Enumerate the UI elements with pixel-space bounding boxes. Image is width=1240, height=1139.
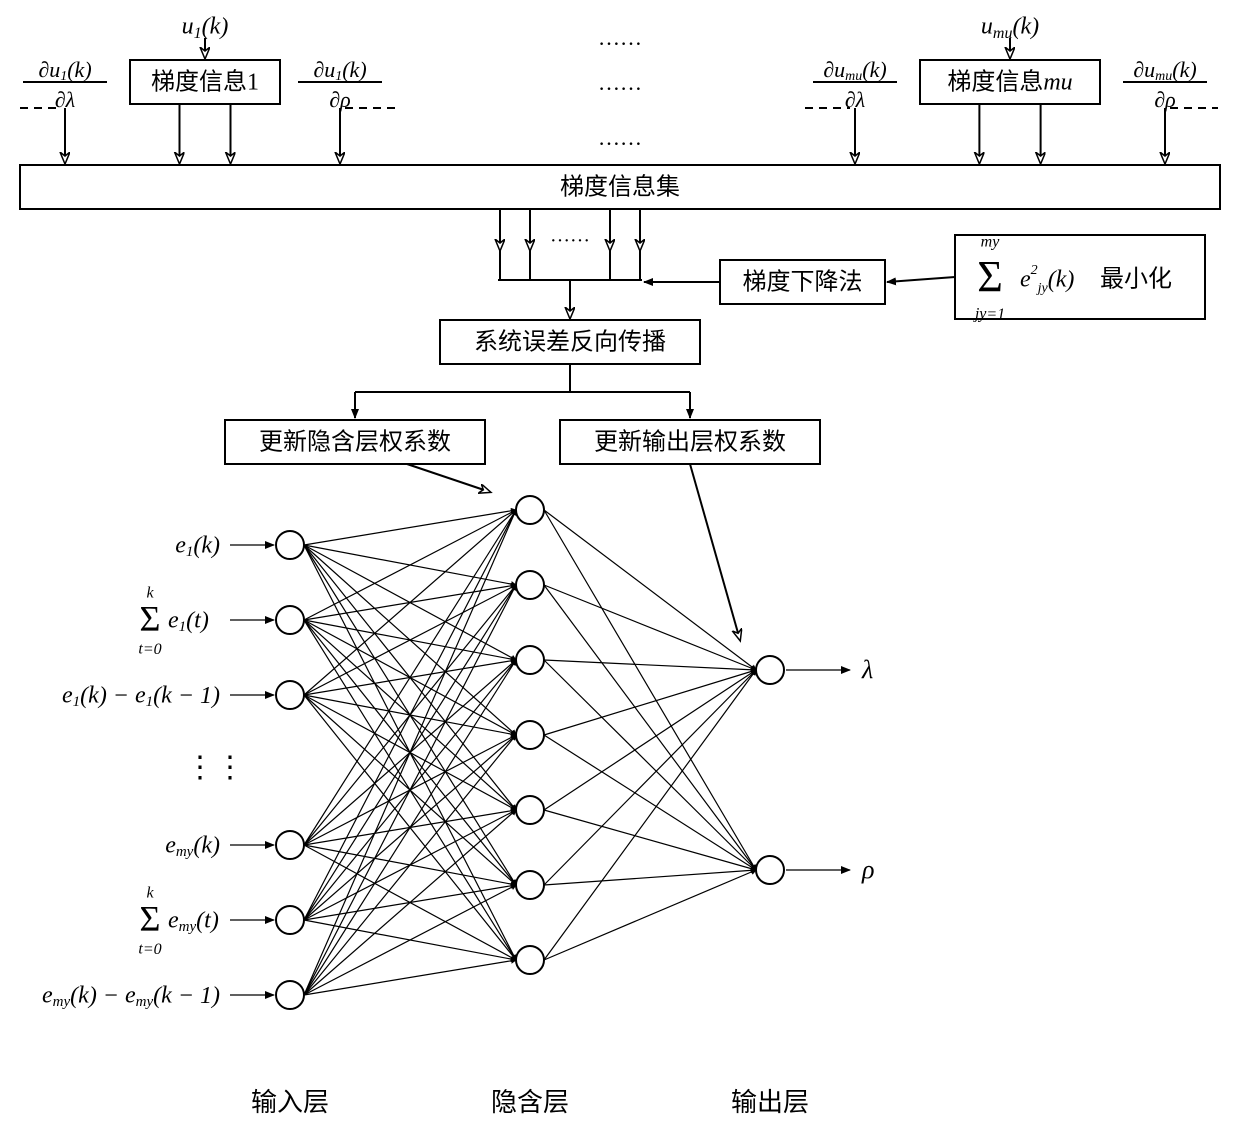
svg-text:∂u1(k): ∂u1(k) — [313, 57, 366, 84]
dots-row: …… — [550, 225, 590, 247]
input-node — [276, 681, 304, 709]
svg-text:e1(k): e1(k) — [175, 533, 220, 561]
output-node — [756, 856, 784, 884]
input-node — [276, 906, 304, 934]
gradient-info-mu-label: 梯度信息mu — [947, 69, 1072, 96]
output-node — [756, 656, 784, 684]
dots-row: …… — [598, 70, 642, 95]
svg-text:emy(k): emy(k) — [165, 833, 220, 861]
label: my — [981, 234, 1001, 251]
umu-input: umu(k) — [981, 14, 1039, 42]
gradient-set-label: 梯度信息集 — [560, 174, 680, 201]
u1-input: u1(k) — [182, 14, 229, 42]
output-label: ρ — [861, 855, 874, 884]
hidden-layer-label: 隐含层 — [491, 1088, 569, 1117]
dots-row: …… — [598, 25, 642, 50]
du1-dlambda: ∂u1(k)∂λ — [23, 57, 107, 112]
hidden-node — [516, 496, 544, 524]
svg-text:t=0: t=0 — [138, 641, 161, 658]
backprop-label: 系统误差反向传播 — [474, 329, 666, 356]
svg-text:emy(k) − emy(k − 1): emy(k) − emy(k − 1) — [42, 983, 220, 1011]
dots-row: …… — [598, 125, 642, 150]
update-output-label: 更新输出层权系数 — [594, 429, 786, 456]
update-hidden-label: 更新隐含层权系数 — [259, 429, 451, 456]
label: Σ — [140, 898, 161, 938]
hidden-node — [516, 796, 544, 824]
svg-text:e2jy(k): e2jy(k) — [1020, 263, 1074, 296]
hidden-node — [516, 571, 544, 599]
gradient-info-1-label: 梯度信息1 — [151, 69, 259, 96]
vdots: ⋮ — [215, 751, 245, 784]
hidden-node — [516, 721, 544, 749]
svg-text:e1(t): e1(t) — [168, 608, 209, 636]
input-node — [276, 606, 304, 634]
label: Σ — [977, 252, 1003, 301]
arrow — [407, 464, 490, 492]
svg-text:∂u1(k): ∂u1(k) — [38, 57, 91, 84]
hidden-node — [516, 646, 544, 674]
svg-text:jy=1: jy=1 — [973, 306, 1005, 323]
hidden-node — [516, 871, 544, 899]
vdots: ⋮ — [185, 751, 215, 784]
output-layer-label: 输出层 — [731, 1088, 809, 1117]
input-node — [276, 531, 304, 559]
label: Σ — [140, 598, 161, 638]
input-layer-label: 输入层 — [251, 1088, 329, 1117]
svg-text:∂umu(k): ∂umu(k) — [1133, 57, 1196, 84]
output-label: λ — [861, 655, 873, 684]
dumu-drho: ∂umu(k)∂ρ — [1123, 57, 1207, 112]
svg-text:t=0: t=0 — [138, 941, 161, 958]
arrow — [887, 277, 955, 282]
arrow — [690, 464, 740, 640]
svg-text:u1(k): u1(k) — [182, 14, 229, 42]
input-node — [276, 981, 304, 1009]
du1-drho: ∂u1(k)∂ρ — [298, 57, 382, 112]
input-node — [276, 831, 304, 859]
svg-text:e1(k) − e1(k − 1): e1(k) − e1(k − 1) — [62, 683, 220, 711]
dumu-dlambda: ∂umu(k)∂λ — [813, 57, 897, 112]
hidden-node — [516, 946, 544, 974]
svg-text:emy(t): emy(t) — [168, 908, 219, 936]
svg-text:umu(k): umu(k) — [981, 14, 1039, 42]
minimize-label: 最小化 — [1100, 266, 1172, 293]
svg-text:∂umu(k): ∂umu(k) — [823, 57, 886, 84]
gradient-descent-label: 梯度下降法 — [743, 269, 863, 296]
